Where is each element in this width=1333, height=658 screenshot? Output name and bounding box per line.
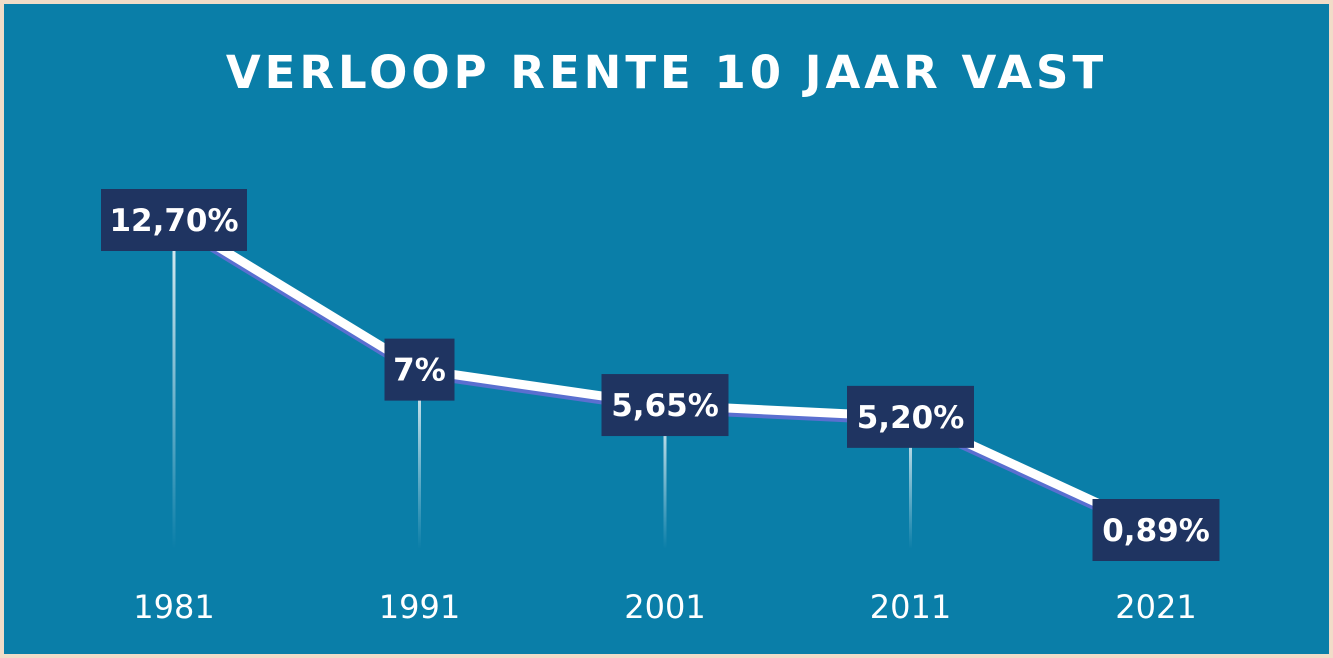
data-label-box xyxy=(1092,499,1220,561)
data-label: 5,65% xyxy=(601,374,729,437)
data-label: 12,70% xyxy=(101,189,247,251)
drop-line xyxy=(663,405,667,549)
data-label-box xyxy=(101,189,247,251)
data-label-text: 0,89% xyxy=(1102,513,1210,549)
x-tick-label: 2021 xyxy=(1115,588,1196,626)
x-tick-label: 1981 xyxy=(133,588,214,626)
drop-line xyxy=(172,220,176,549)
data-label-box xyxy=(847,385,974,448)
chart-frame: VERLOOP RENTE 10 JAAR VAST 12,70% 7% 5,65%… xyxy=(4,4,1329,654)
data-label: 0,89% xyxy=(1092,499,1220,561)
data-label-box xyxy=(601,374,729,437)
drop-line xyxy=(418,369,421,549)
data-label-text: 12,70% xyxy=(109,203,238,239)
x-tick-label: 1991 xyxy=(379,588,460,626)
data-label-text: 7% xyxy=(393,353,446,389)
x-tick-label: 2001 xyxy=(624,588,705,626)
data-label: 5,20% xyxy=(847,385,974,448)
data-label: 7% xyxy=(384,338,455,401)
line-chart: 12,70% 7% 5,65% 5,20% 0,89% 1981 1991 2001 2011… xyxy=(101,189,1220,626)
x-tick-label: 2011 xyxy=(870,588,951,626)
data-label-text: 5,20% xyxy=(857,400,965,436)
data-label-text: 5,65% xyxy=(611,388,719,424)
drop-line xyxy=(909,416,912,549)
data-label-box xyxy=(384,338,455,401)
chart-title: VERLOOP RENTE 10 JAAR VAST xyxy=(225,46,1108,99)
